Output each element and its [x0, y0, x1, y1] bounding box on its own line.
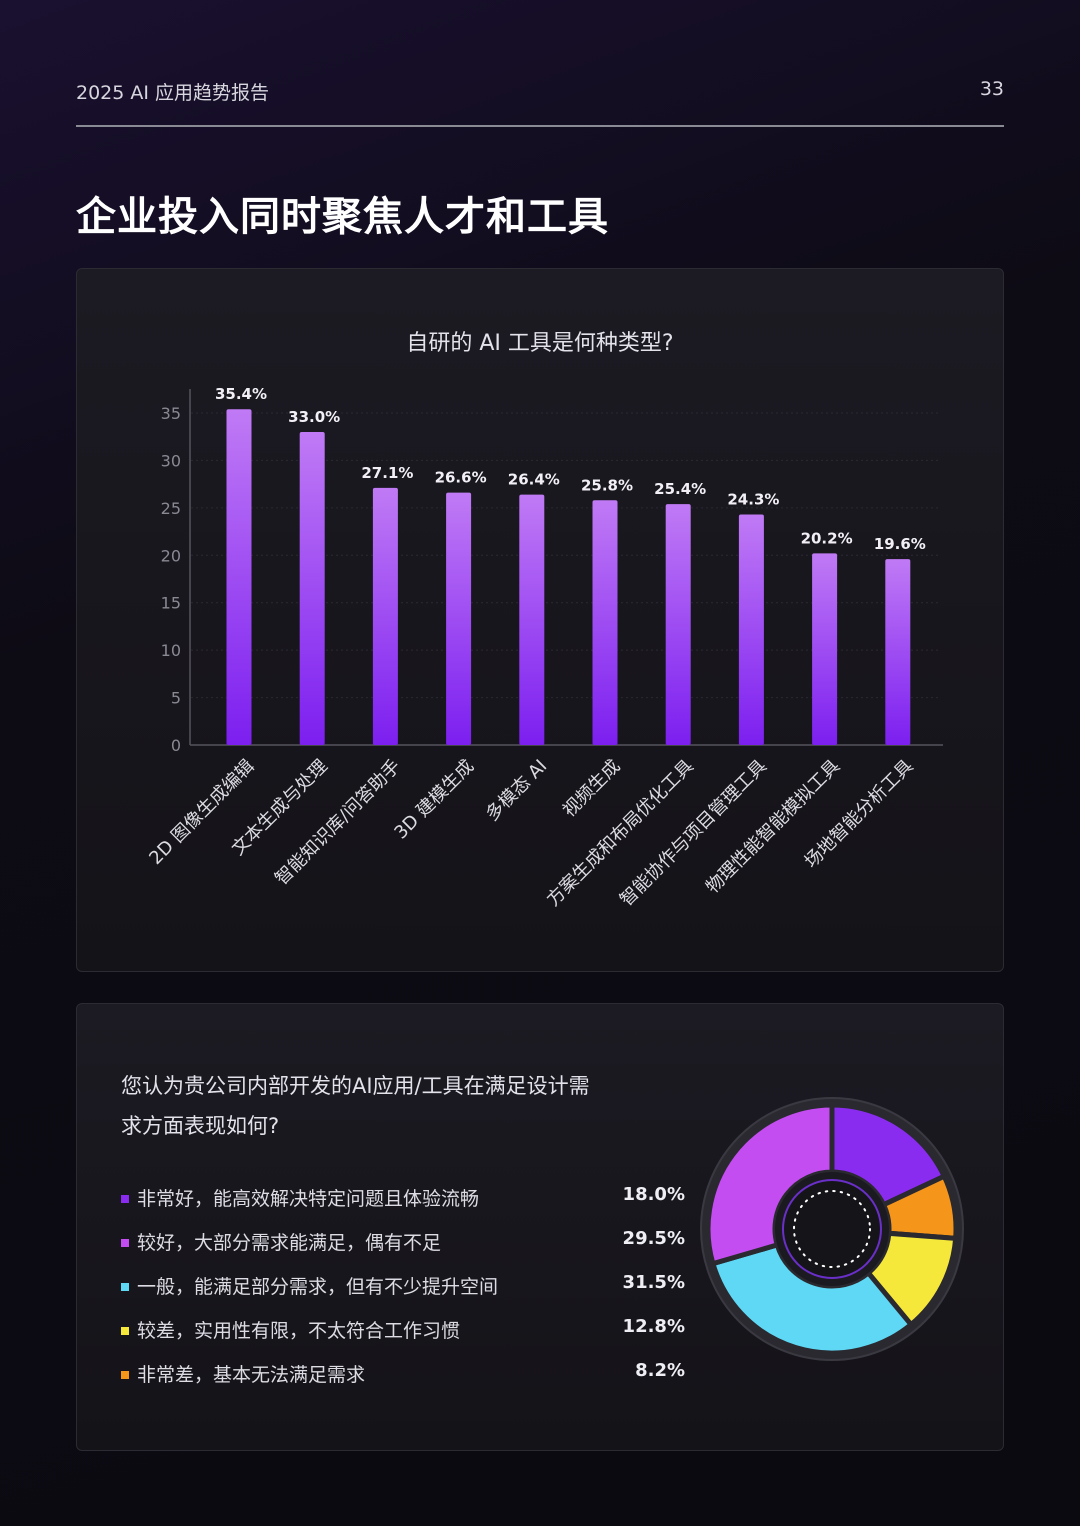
bar [299, 431, 325, 745]
bar-chart: 0 5 10 15 20 25 30 35 35.4% 33.0% 27.1% 26.6% 26.4%… [145, 385, 943, 911]
y-tick-label: 15 [161, 594, 181, 613]
legend-value: 29.5% [622, 1228, 685, 1249]
bar-value-label: 25.8% [581, 476, 633, 494]
donut-hole [782, 1179, 882, 1279]
bar [226, 409, 252, 745]
bar [665, 504, 691, 745]
bar-value-label: 27.1% [361, 464, 413, 482]
donut-dotted-circle [793, 1190, 871, 1268]
x-category-label: 3D 建模生成 [390, 756, 478, 844]
x-category-label: 智能协作与项目管理工具 [616, 756, 771, 911]
bar [446, 492, 472, 745]
bar-value-label: 20.2% [801, 529, 853, 547]
bar [592, 500, 618, 745]
bar-chart-title: 自研的 AI 工具是何种类型? [406, 331, 674, 356]
page-number: 33 [979, 78, 1004, 100]
x-category-label: 方案生成和布局优化工具 [543, 756, 698, 911]
legend-swatch [121, 1327, 129, 1335]
legend-value: 8.2% [635, 1360, 685, 1381]
legend-label: 一般，能满足部分需求，但有不少提升空间 [137, 1276, 499, 1298]
x-category-label: 物理性能智能模拟工具 [702, 756, 844, 898]
y-tick-label: 10 [161, 641, 181, 660]
y-tick-label: 25 [161, 499, 181, 518]
bar [885, 559, 911, 745]
pie-chart-title-line-2: 求方面表现如何? [121, 1114, 280, 1138]
x-category-label: 多模态 AI [482, 756, 552, 826]
x-category-label: 智能知识库/问答助手 [271, 756, 405, 890]
legend-label: 非常好，能高效解决特定问题且体验流畅 [137, 1188, 480, 1210]
bar-value-label: 25.4% [654, 480, 706, 498]
bar-chart-card: 自研的 AI 工具是何种类型? 0 5 10 15 20 25 30 35 35.4% 33.0… [76, 268, 1004, 972]
legend-swatch [121, 1371, 129, 1379]
y-tick-label: 0 [171, 736, 181, 755]
header-divider [76, 125, 1004, 127]
bar-value-label: 26.6% [435, 469, 487, 487]
legend-label: 较差，实用性有限，不太符合工作习惯 [137, 1320, 461, 1342]
legend-swatch [121, 1195, 129, 1203]
bar-value-label: 35.4% [215, 385, 267, 403]
bar [812, 553, 838, 745]
legend-item: 非常好，能高效解决特定问题且体验流畅 18.0% [121, 1184, 685, 1228]
bar [372, 487, 398, 745]
y-tick-label: 20 [161, 546, 181, 565]
legend-swatch [121, 1239, 129, 1247]
legend-item: 一般，能满足部分需求，但有不少提升空间 31.5% [121, 1272, 685, 1316]
pie-chart-card: 您认为贵公司内部开发的AI应用/工具在满足设计需 求方面表现如何? 非常好，能高… [76, 1003, 1004, 1451]
page-title: 企业投入同时聚焦人才和工具 [76, 194, 609, 240]
pie-chart-title-line-1: 您认为贵公司内部开发的AI应用/工具在满足设计需 [121, 1074, 590, 1098]
legend-item: 较好，大部分需求能满足，偶有不足 29.5% [121, 1228, 685, 1272]
legend-swatch [121, 1283, 129, 1291]
legend-value: 18.0% [622, 1184, 685, 1205]
pie-legend: 非常好，能高效解决特定问题且体验流畅 18.0% 较好，大部分需求能满足，偶有不… [121, 1184, 685, 1404]
bar [738, 514, 764, 745]
legend-value: 12.8% [622, 1316, 685, 1337]
legend-item: 较差，实用性有限，不太符合工作习惯 12.8% [121, 1316, 685, 1360]
y-tick-label: 5 [171, 689, 181, 708]
legend-value: 31.5% [622, 1272, 685, 1293]
pie-chart-title: 您认为贵公司内部开发的AI应用/工具在满足设计需 求方面表现如何? [121, 1066, 661, 1146]
bar-value-label: 26.4% [508, 471, 560, 489]
bar [519, 494, 545, 745]
legend-item: 非常差，基本无法满足需求 8.2% [121, 1360, 685, 1404]
donut-chart [700, 1097, 964, 1361]
legend-label: 非常差，基本无法满足需求 [137, 1364, 366, 1386]
report-header-title: 2025 AI 应用趋势报告 [76, 82, 270, 104]
y-tick-label: 30 [161, 451, 181, 470]
x-category-label: 视频生成 [559, 756, 625, 822]
bar-value-label: 24.3% [727, 490, 779, 508]
bar-value-label: 19.6% [874, 535, 926, 553]
bar-value-label: 33.0% [288, 408, 340, 426]
y-tick-label: 35 [161, 404, 181, 423]
legend-label: 较好，大部分需求能满足，偶有不足 [137, 1232, 442, 1254]
